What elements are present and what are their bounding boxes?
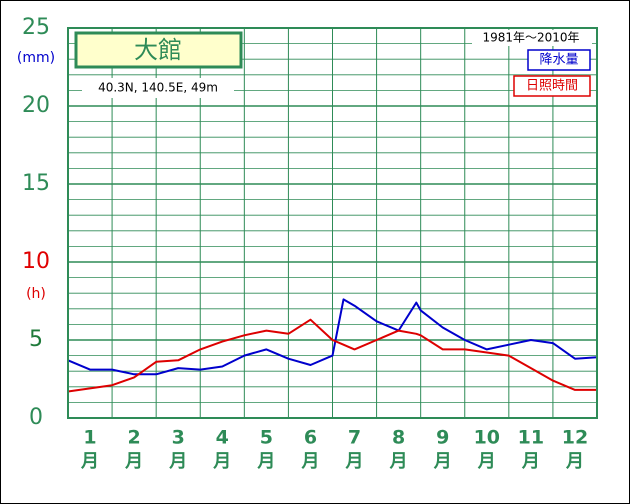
x-tick-label: 7 — [348, 427, 361, 449]
legend-box — [527, 49, 591, 71]
x-tick-label: 9 — [436, 427, 449, 449]
x-unit-label: 月 — [433, 451, 452, 472]
y-tick-label: 5 — [29, 327, 43, 352]
x-tick-label: 6 — [304, 427, 317, 449]
x-unit-label: 月 — [389, 451, 408, 472]
chart-title: 大館 — [134, 36, 182, 64]
data-line — [67, 298, 598, 376]
x-unit-label: 月 — [212, 451, 231, 472]
y-tick-label: 0 — [29, 405, 43, 430]
x-tick-label: 3 — [172, 427, 185, 449]
y-tick-label: 15 — [22, 171, 50, 196]
plot-border — [67, 27, 598, 419]
y-unit: (h) — [26, 286, 46, 302]
x-tick-label: 5 — [260, 427, 273, 449]
x-unit-label: 月 — [80, 451, 99, 472]
x-unit-label: 月 — [521, 451, 540, 472]
period-bg — [472, 30, 592, 46]
title-box — [74, 31, 243, 69]
legend-label: 日照時間 — [526, 79, 578, 94]
subtitle: 40.3N, 140.5E, 49m — [98, 81, 218, 95]
x-tick-label: 4 — [216, 427, 229, 449]
x-tick-label: 10 — [474, 427, 500, 449]
x-tick-label: 8 — [392, 427, 405, 449]
lines — [67, 298, 598, 393]
x-unit-label: 月 — [345, 451, 364, 472]
x-tick-label: 11 — [518, 427, 544, 449]
legend-box — [513, 75, 591, 97]
x-tick-label: 12 — [562, 427, 588, 449]
x-unit-label: 月 — [256, 451, 275, 472]
y-tick-label: 25 — [22, 15, 50, 40]
x-unit-label: 月 — [565, 451, 584, 472]
y-unit: (mm) — [17, 50, 55, 66]
x-unit-label: 月 — [300, 451, 319, 472]
y-tick-label: 20 — [22, 93, 50, 118]
x-unit-label: 月 — [124, 451, 143, 472]
x-tick-label: 1 — [83, 427, 96, 449]
x-unit-label: 月 — [168, 451, 187, 472]
x-unit-label: 月 — [477, 451, 496, 472]
period: 1981年～2010年 — [482, 31, 579, 45]
x-tick-label: 2 — [128, 427, 141, 449]
subtitle-bg — [82, 78, 234, 98]
legend-label: 降水量 — [539, 53, 578, 68]
y-tick-label: 10 — [22, 249, 50, 274]
data-line — [67, 318, 597, 393]
